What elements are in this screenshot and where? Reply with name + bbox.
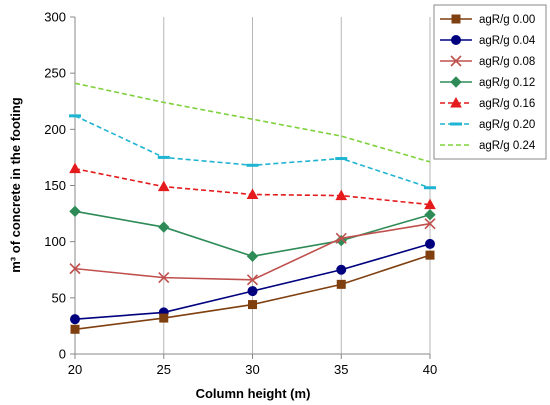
y-tick-label: 50 (52, 290, 66, 305)
series-5 (69, 162, 436, 210)
x-tick-label: 20 (68, 362, 82, 377)
data-point (70, 324, 80, 334)
data-point (69, 263, 81, 275)
data-point (159, 313, 169, 323)
legend-label: agR/g 0.12 (479, 77, 535, 89)
y-tick-label: 150 (44, 178, 66, 193)
data-point (246, 274, 259, 286)
data-point (424, 218, 436, 230)
series-1 (70, 250, 435, 334)
y-axis-title: m³ of concrete in the footing (8, 97, 23, 273)
axes (70, 16, 431, 359)
legend-swatch-marker (451, 14, 461, 24)
data-point (247, 286, 258, 297)
data-point (335, 232, 347, 244)
legend: agR/g 0.00 agR/g 0.04 agR/g 0.08 agR/g 0.12… (433, 4, 547, 160)
legend-label: agR/g 0.20 (479, 119, 535, 131)
x-axis-title: Column height (m) (196, 386, 311, 401)
y-tick-label: 100 (44, 234, 66, 249)
legend-item: agR/g 0.08 (440, 55, 535, 68)
y-tick-label: 300 (44, 10, 66, 25)
y-tick-label: 200 (44, 122, 66, 137)
data-point (424, 208, 436, 221)
x-tick-label: 30 (245, 362, 259, 377)
data-point (425, 250, 435, 260)
data-point (69, 162, 81, 174)
legend-swatch-marker (451, 35, 461, 45)
legend-label: agR/g 0.04 (479, 35, 536, 47)
legend-swatch-marker (450, 55, 462, 67)
series-layer (69, 82, 436, 334)
data-point (336, 279, 346, 289)
legend-item: agR/g 0.12 (440, 76, 535, 89)
series-3 (69, 218, 436, 286)
y-tick-label: 250 (44, 66, 66, 81)
x-tick-label: 40 (423, 362, 437, 377)
legend-label: agR/g 0.16 (479, 98, 535, 110)
legend-swatch-marker-b (450, 55, 462, 67)
legend-label: agR/g 0.08 (479, 56, 535, 68)
data-point (69, 205, 81, 218)
data-point (157, 180, 170, 192)
legend-item: agR/g 0.00 (440, 14, 535, 26)
tick-labels: 0 50 100 150 200 250 300 20 25 30 35 40 (44, 10, 437, 378)
legend-item: agR/g 0.04 (440, 35, 536, 47)
data-point-b (69, 263, 81, 275)
series-2 (70, 238, 435, 325)
y-tick-label: 0 (59, 347, 66, 362)
data-point (158, 221, 170, 233)
legend-item: agR/g 0.24 (440, 140, 536, 152)
legend-item: agR/g 0.16 (440, 96, 535, 110)
data-point (335, 189, 348, 201)
x-tick-label: 25 (157, 362, 171, 377)
series-4 (69, 205, 436, 262)
series-line (74, 82, 431, 163)
series-7 (74, 82, 431, 163)
data-point-b (335, 232, 347, 244)
series-6 (69, 114, 436, 190)
data-point (246, 250, 259, 262)
x-tick-label: 35 (334, 362, 348, 377)
legend-swatch-marker (450, 96, 462, 108)
data-point (425, 238, 435, 249)
data-point (70, 314, 80, 325)
data-point (248, 300, 257, 310)
data-point (158, 272, 170, 284)
data-point-b (158, 272, 170, 284)
data-point (246, 188, 259, 199)
data-point (336, 264, 347, 275)
legend-label: agR/g 0.00 (479, 14, 535, 26)
legend-item: agR/g 0.20 (440, 119, 535, 131)
data-point-b (424, 218, 436, 230)
data-point (424, 198, 436, 210)
legend-swatch-marker (450, 76, 462, 88)
legend-label: agR/g 0.24 (479, 140, 536, 152)
data-point-b (246, 274, 259, 286)
